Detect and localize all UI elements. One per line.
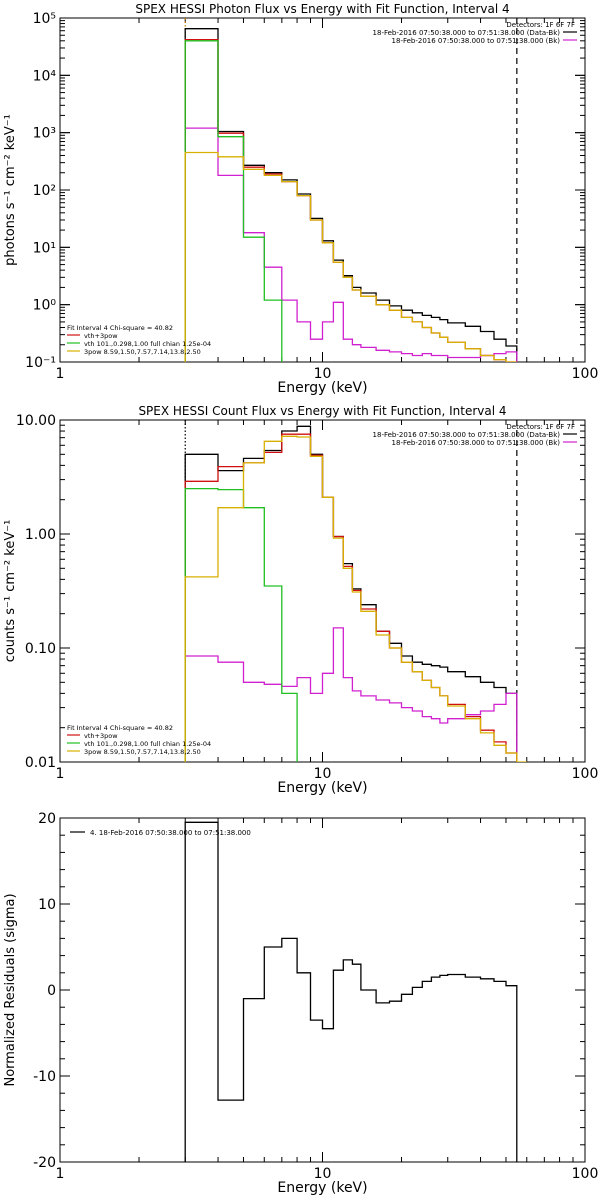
x-tick-label: 10 — [314, 1166, 332, 1182]
y-tick-label: 1.00 — [25, 527, 56, 543]
legend-entry: 3pow 8.59,1.50,7.57,7.14,13.8,2.50 — [84, 748, 201, 756]
x-axis-label: Energy (keV) — [277, 380, 367, 396]
y-tick-label: 0.10 — [25, 641, 56, 657]
y-tick-label: -10 — [33, 1069, 56, 1085]
y-tick-label: 10⁰ — [33, 298, 57, 314]
chart-panel-2: SPEX HESSI Count Flux vs Energy with Fit… — [3, 404, 598, 796]
x-tick-label: 1 — [56, 766, 65, 782]
y-axis-label: photons s⁻¹ cm⁻² keV⁻¹ — [3, 114, 18, 266]
y-axis-label: counts s⁻¹ cm⁻² keV⁻¹ — [3, 520, 18, 663]
series-vth-3pow — [184, 38, 517, 362]
y-tick-label: 10³ — [33, 126, 56, 142]
x-tick-label: 100 — [572, 1166, 599, 1182]
x-tick-label: 100 — [572, 366, 599, 382]
x-tick-label: 1 — [56, 366, 65, 382]
chart-title: SPEX HESSI Photon Flux vs Energy with Fi… — [135, 2, 509, 16]
y-tick-label: 10 — [38, 897, 56, 913]
y-tick-label: -20 — [33, 1155, 56, 1171]
y-tick-label: 10.00 — [16, 413, 56, 429]
legend-entry: vth+3pow — [84, 332, 118, 340]
series-residuals — [184, 821, 518, 1162]
legend-entry: 18-Feb-2016 07:50:38.000 to 07:51:38.000… — [373, 29, 561, 37]
plot-frame — [59, 17, 586, 363]
x-axis-label: Energy (keV) — [277, 1180, 367, 1196]
legend-entry: 18-Feb-2016 07:50:38.000 to 07:51:38.000… — [392, 439, 561, 447]
plot-frame — [59, 817, 586, 1163]
x-tick-label: 1 — [56, 1166, 65, 1182]
chart-panel-1: SPEX HESSI Photon Flux vs Energy with Fi… — [3, 2, 598, 396]
series-data-bk — [184, 425, 518, 762]
legend-entry: 4. 18-Feb-2016 07:50:38.000 to 07:51:38.… — [90, 829, 251, 837]
legend-entry: vth+3pow — [84, 732, 118, 740]
legend-entry: 3pow 8.59,1.50,7.57,7.14,13.8,2.50 — [84, 348, 201, 356]
x-tick-label: 10 — [314, 366, 332, 382]
legend-entry: vth 101.,0.298,1.00 full chian 1.25e-04 — [84, 740, 211, 748]
y-axis-label: Normalized Residuals (sigma) — [3, 893, 18, 1086]
y-tick-label: 0.01 — [25, 755, 56, 771]
series-bk — [184, 127, 518, 362]
y-tick-label: 10⁻¹ — [25, 355, 56, 371]
series-3pow — [184, 151, 517, 362]
y-tick-label: 10⁵ — [33, 11, 56, 27]
legend-entry: Detectors: 1F 6F 7F — [506, 423, 575, 431]
series-vth — [184, 487, 298, 762]
series-3pow — [184, 435, 527, 762]
series-bk — [184, 627, 518, 762]
y-tick-label: 10¹ — [33, 240, 56, 256]
series-vth — [184, 40, 283, 362]
x-tick-label: 100 — [572, 766, 599, 782]
legend-entry: 18-Feb-2016 07:50:38.000 to 07:51:38.000… — [373, 431, 561, 439]
legend-entry: vth 101.,0.298,1.00 full chian 1.25e-04 — [84, 340, 211, 348]
series-vth-3pow — [184, 433, 518, 762]
series-data-bk — [184, 28, 518, 362]
x-axis-label: Energy (keV) — [277, 780, 367, 796]
y-tick-label: 0 — [47, 983, 56, 999]
y-tick-label: 20 — [38, 811, 56, 827]
y-tick-label: 10² — [33, 183, 56, 199]
legend-entry: Fit Interval 4 Chi-square = 40.82 — [67, 324, 173, 332]
legend-entry: Detectors: 1F 6F 7F — [506, 21, 575, 29]
x-tick-label: 10 — [314, 766, 332, 782]
chart-title: SPEX HESSI Count Flux vs Energy with Fit… — [138, 404, 506, 418]
legend-entry: Fit Interval 4 Chi-square = 40.82 — [67, 724, 173, 732]
y-tick-label: 10⁴ — [33, 68, 57, 84]
legend-entry: 18-Feb-2016 07:50:38.000 to 07:51:38.000… — [392, 37, 561, 45]
